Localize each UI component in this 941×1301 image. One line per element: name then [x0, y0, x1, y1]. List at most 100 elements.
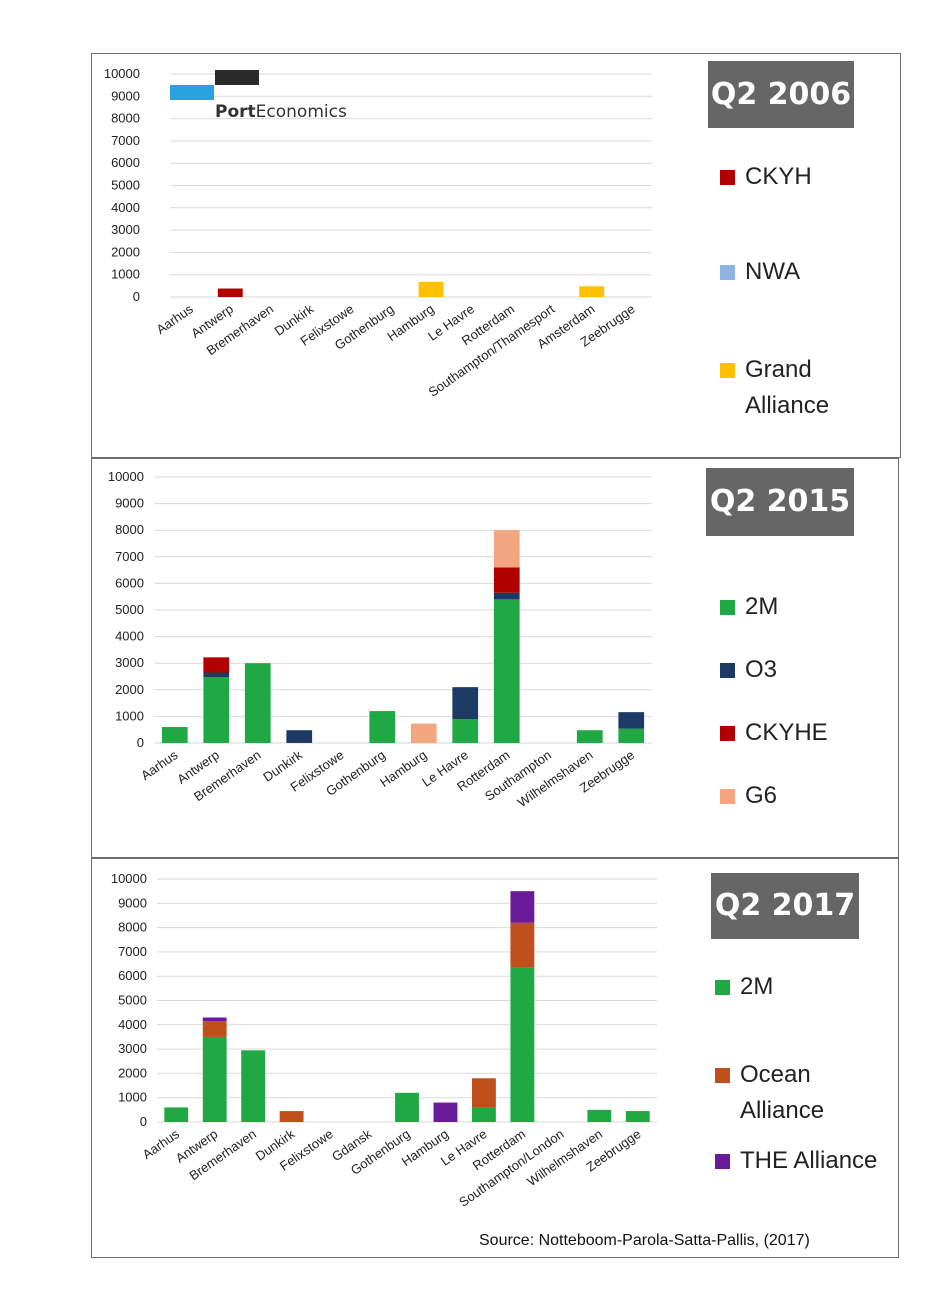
- y-tick-label: 9000: [115, 496, 144, 511]
- bar-segment: [493, 530, 520, 568]
- legend-label: THE Alliance: [740, 1147, 878, 1174]
- bar-segment: [164, 1107, 189, 1122]
- bar-segment: [472, 1107, 496, 1122]
- y-tick-label: 9000: [118, 895, 147, 910]
- y-tick-label: 5000: [111, 178, 140, 193]
- logo-wordmark-bold: Port: [215, 102, 256, 122]
- legend-item-2m: 2M: [715, 969, 773, 1005]
- bar-segment: [202, 1036, 227, 1122]
- y-tick-label: 6000: [111, 155, 140, 170]
- legend-swatch: [720, 600, 735, 615]
- legend-label: G6: [745, 782, 778, 809]
- legend-item-ocean-alliance: Ocean Alliance: [715, 1057, 824, 1129]
- legend-label: 2M: [740, 973, 774, 1000]
- period-badge: Q2 2006: [708, 61, 854, 128]
- y-tick-label: 5000: [115, 602, 144, 617]
- bar-segment: [217, 288, 243, 297]
- legend-label: 2M: [745, 593, 779, 620]
- y-tick-label: 8000: [111, 111, 140, 126]
- y-tick-label: 4000: [111, 200, 140, 215]
- legend-swatch: [720, 170, 735, 185]
- bar-segment: [241, 1050, 266, 1122]
- legend-label: NWA: [745, 258, 801, 285]
- bar-segment: [202, 1021, 227, 1037]
- y-tick-label: 2000: [115, 682, 144, 697]
- legend-item-the-alliance: THE Alliance: [715, 1143, 877, 1179]
- y-tick-label: 4000: [115, 629, 144, 644]
- y-tick-label: 7000: [118, 944, 147, 959]
- bar-segment: [395, 1092, 419, 1122]
- y-tick-label: 6000: [118, 968, 147, 983]
- porteconomics-logo: PortEconomics: [170, 68, 370, 128]
- bar-segment: [410, 723, 437, 743]
- bar-segment: [618, 728, 645, 743]
- y-tick-label: 6000: [115, 575, 144, 590]
- y-tick-label: 9000: [111, 88, 140, 103]
- stacked-bar-chart-q2-2017: 0 1000 2000 3000 4000 5000 6000 7000 8000 9000 100…: [111, 871, 657, 1210]
- logo-wordmark: PortEconomics: [215, 102, 347, 122]
- period-badge: Q2 2017: [711, 873, 859, 939]
- legend-swatch: [720, 726, 735, 741]
- legend-swatch: [715, 980, 730, 995]
- legend-item-g6: G6: [720, 778, 777, 814]
- y-tick-label: 10000: [104, 66, 140, 81]
- stacked-bar-chart-q2-2015: 0 1000 2000 3000 4000 5000 6000 7000 8000 9000 100…: [108, 469, 652, 810]
- logo-wordmark-rest: Economics: [255, 102, 347, 122]
- bar-segment: [587, 1109, 612, 1122]
- y-tick-label: 10000: [111, 871, 147, 886]
- legend-label: O3: [745, 656, 778, 683]
- y-tick-label: 8000: [115, 522, 144, 537]
- bar-segment: [625, 1111, 650, 1122]
- legend-item-o3: O3: [720, 652, 777, 688]
- y-tick-label: 10000: [108, 469, 144, 484]
- legend-swatch: [715, 1154, 730, 1169]
- bar-segment: [452, 719, 479, 743]
- bar-segment: [203, 677, 230, 743]
- bar-segment: [510, 891, 535, 923]
- bar-segment: [369, 711, 396, 743]
- bar-segment: [493, 567, 520, 593]
- x-tick-label: Hamburg: [377, 747, 429, 790]
- legend-label: CKYH: [745, 163, 812, 190]
- legend-swatch: [720, 363, 735, 378]
- bar-segment: [433, 1102, 458, 1122]
- bar-segment: [202, 1017, 227, 1022]
- bar-segment: [472, 1078, 496, 1108]
- y-tick-label: 5000: [118, 993, 147, 1008]
- logo-mark-dark: [215, 70, 259, 85]
- bar-segment: [510, 922, 535, 968]
- y-tick-label: 3000: [115, 655, 144, 670]
- bar-segment: [452, 687, 479, 720]
- legend-item-ckyh: CKYH: [720, 159, 812, 195]
- bar-segment: [244, 663, 271, 743]
- y-tick-label: 7000: [115, 549, 144, 564]
- y-tick-label: 2000: [118, 1065, 147, 1080]
- period-badge: Q2 2015: [706, 468, 854, 536]
- chart-panel-q2-2015: 0 1000 2000 3000 4000 5000 6000 7000 8000 9000 100…: [91, 458, 899, 858]
- y-tick-label: 3000: [111, 222, 140, 237]
- legend-label: CKYHE: [745, 719, 828, 746]
- source-note: Source: Notteboom-Parola-Satta-Pallis, (…: [479, 1232, 810, 1249]
- legend-swatch: [720, 663, 735, 678]
- bar-segment: [161, 727, 188, 743]
- y-tick-label: 3000: [118, 1041, 147, 1056]
- legend-label: Ocean Alliance: [740, 1061, 825, 1124]
- y-tick-label: 1000: [118, 1090, 147, 1105]
- legend-item-ckyhe: CKYHE: [720, 715, 828, 751]
- bar-segment: [576, 730, 603, 743]
- y-tick-label: 2000: [111, 244, 140, 259]
- x-tick-label: Aarhus: [138, 747, 181, 783]
- legend-item-2m: 2M: [720, 589, 778, 625]
- bar-segment: [203, 657, 230, 673]
- y-tick-label: 4000: [118, 1017, 147, 1032]
- y-tick-label: 0: [137, 735, 144, 750]
- y-tick-label: 8000: [118, 920, 147, 935]
- legend-swatch: [720, 265, 735, 280]
- legend-swatch: [715, 1068, 730, 1083]
- bar-segment: [618, 712, 645, 729]
- y-tick-label: 0: [133, 289, 140, 304]
- legend-swatch: [720, 789, 735, 804]
- y-tick-label: 1000: [115, 708, 144, 723]
- stacked-bar-chart-q2-2006: 0 1000 2000 3000 4000 5000 6000 7000 8000 9000 100…: [104, 66, 652, 400]
- y-tick-label: 7000: [111, 133, 140, 148]
